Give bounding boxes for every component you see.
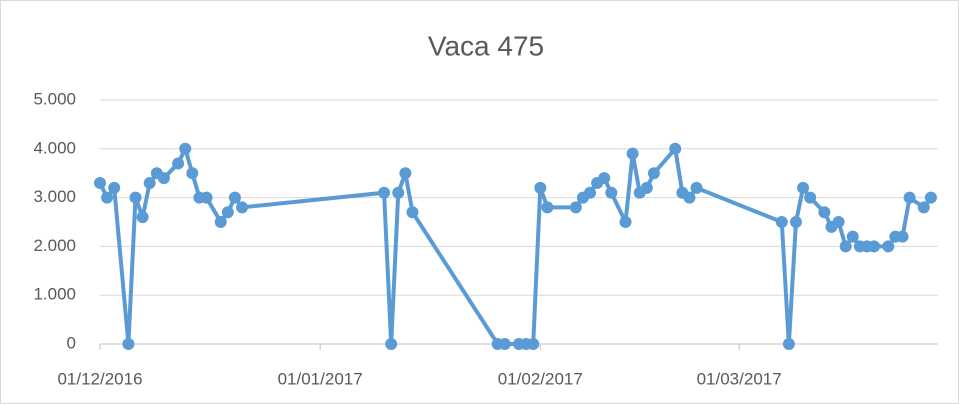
data-point [129,191,142,204]
y-tick-label: 5.000 [33,89,76,108]
data-point [392,186,405,199]
x-tick-label: 01/03/2017 [697,369,782,388]
y-tick-label: 2.000 [33,236,76,255]
data-point [832,216,845,228]
data-point [221,206,234,219]
y-tick-label: 0 [67,333,76,352]
data-point [917,201,930,214]
data-point [214,216,227,228]
data-point [683,191,696,204]
data-point [136,211,149,224]
x-tick-label: 01/12/2016 [57,369,142,388]
data-point [789,216,802,228]
data-point [669,142,682,155]
data-point [179,142,192,155]
data-point [534,181,547,194]
y-tick-label: 4.000 [33,138,76,157]
data-point [157,172,170,185]
data-point [378,186,391,199]
data-point [804,191,817,204]
y-tick-label: 1.000 [33,285,76,304]
data-point [690,181,703,194]
data-point [640,181,653,194]
data-point [797,181,810,194]
data-point [236,201,249,214]
data-point [782,338,795,350]
data-point [598,172,611,185]
data-point [839,240,852,253]
x-tick-label: 01/02/2017 [498,369,583,388]
data-point [172,157,185,170]
y-tick-label: 3.000 [33,187,76,206]
data-point [101,191,114,204]
data-point [924,191,937,204]
chart-title: Vaca 475 [428,30,544,61]
data-point [619,216,632,228]
data-point [94,176,106,189]
data-point [143,176,156,189]
data-point [626,147,639,160]
data-point [406,206,419,219]
data-point [903,191,916,204]
data-point [818,206,831,219]
data-point [846,230,859,243]
data-point [108,181,121,194]
data-point [186,167,199,180]
data-point [498,338,511,350]
data-point [541,201,554,214]
data-point [868,240,881,253]
data-point [882,240,895,253]
x-tick-label: 01/01/2017 [278,369,363,388]
data-point [647,167,660,180]
data-point [399,167,412,180]
data-point [122,338,135,350]
data-point [385,338,398,350]
data-point [775,216,788,228]
data-point [584,186,597,199]
data-point [228,191,241,204]
data-point [605,186,618,199]
data-point [200,191,213,204]
data-point [896,230,909,243]
data-point [569,201,582,214]
data-point [527,338,540,350]
